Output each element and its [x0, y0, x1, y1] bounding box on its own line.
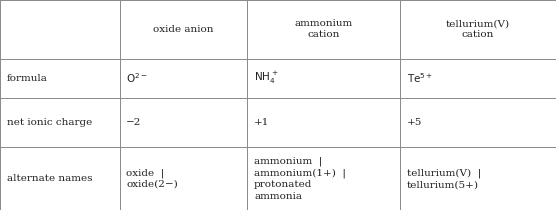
Text: tellurium(V)  |
tellurium(5+): tellurium(V) | tellurium(5+)	[407, 168, 481, 189]
Text: alternate names: alternate names	[7, 174, 92, 183]
Text: ammonium
cation: ammonium cation	[295, 19, 353, 39]
Text: tellurium(V)
cation: tellurium(V) cation	[446, 19, 510, 39]
Text: −2: −2	[126, 118, 142, 127]
Text: $\mathrm{O}^{2-}$: $\mathrm{O}^{2-}$	[126, 71, 148, 85]
Text: $\mathrm{Te}^{5+}$: $\mathrm{Te}^{5+}$	[407, 71, 433, 85]
Text: +1: +1	[254, 118, 270, 127]
Text: +5: +5	[407, 118, 423, 127]
Text: ammonium  |
ammonium(1+)  |
protonated
ammonia: ammonium | ammonium(1+) | protonated amm…	[254, 156, 346, 201]
Text: formula: formula	[7, 74, 48, 83]
Text: net ionic charge: net ionic charge	[7, 118, 92, 127]
Text: oxide  |
oxide(2−): oxide | oxide(2−)	[126, 168, 178, 189]
Text: $\mathrm{NH_4^+}$: $\mathrm{NH_4^+}$	[254, 70, 279, 86]
Text: oxide anion: oxide anion	[153, 25, 214, 34]
